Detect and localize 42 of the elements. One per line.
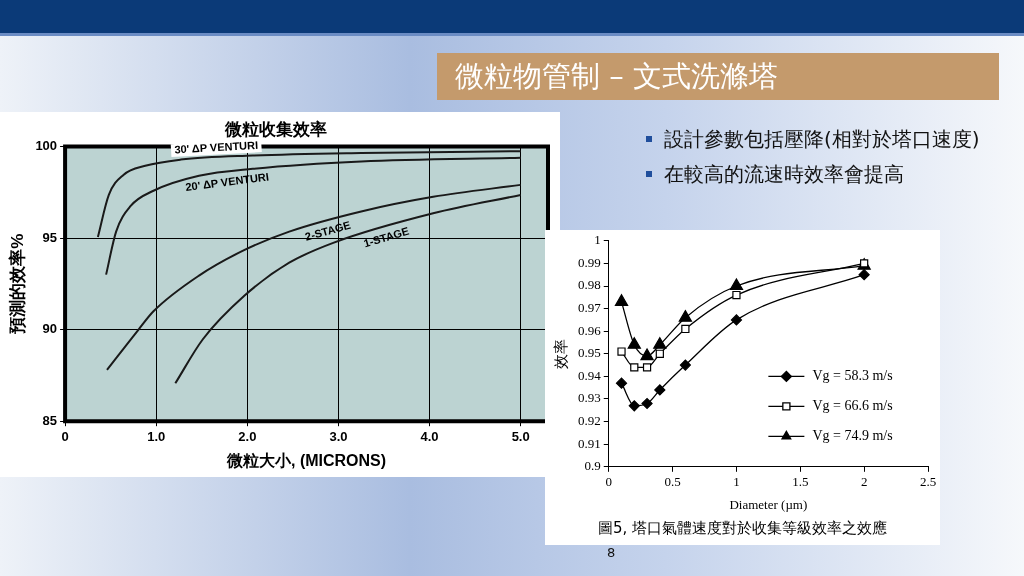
text: 在較高的流速時效率會提高 bbox=[664, 162, 904, 186]
caption: 圖5, 塔口氣體速度對於收集等級效率之效應 bbox=[596, 519, 889, 538]
x-tick-label: 3.0 bbox=[329, 428, 348, 444]
x-tick-label: 2 bbox=[860, 474, 868, 490]
x-tick-label: 2.0 bbox=[238, 428, 257, 444]
text: 20' ΔP VENTURI bbox=[184, 170, 270, 194]
legend-label: Vg = 74.9 m/s bbox=[812, 428, 893, 444]
legend-label: Vg = 58.3 m/s bbox=[812, 368, 893, 384]
y-tick-label: 0.95 bbox=[578, 345, 601, 361]
x-tick-label: 1.0 bbox=[147, 428, 166, 444]
legend-label: Vg = 66.6 m/s bbox=[812, 398, 893, 414]
y-tick-label: 1 bbox=[594, 232, 601, 248]
y-tick-label: 0.9 bbox=[584, 458, 601, 474]
y-axis-title: 效率 bbox=[552, 338, 569, 369]
y-tick-label: 0.91 bbox=[578, 435, 601, 451]
text: 設計參數包括壓降(相對於塔口速度) bbox=[664, 127, 980, 151]
x-tick-label: 0 bbox=[61, 428, 69, 444]
y-tick-label: 0.96 bbox=[578, 322, 602, 338]
x-axis-title: Diameter (µm) bbox=[729, 496, 808, 512]
y-tick-label: 85 bbox=[42, 412, 58, 428]
series-label: 30' ΔP VENTURI bbox=[174, 138, 259, 156]
y-tick-label: 95 bbox=[42, 229, 58, 245]
y-tick-label: 90 bbox=[42, 321, 58, 337]
y-axis-title: 預測的效率% bbox=[7, 233, 27, 335]
y-tick-label: 100 bbox=[35, 137, 58, 153]
x-tick-label: 1.5 bbox=[792, 474, 809, 490]
x-axis-title: 微粒大小, (MICRONS) bbox=[225, 451, 387, 469]
x-tick-label: 2.5 bbox=[919, 474, 937, 490]
x-tick-label: 5.0 bbox=[511, 428, 530, 444]
text: 微粒物管制 – 文式洗滌塔 bbox=[437, 53, 999, 100]
x-tick-label: 4.0 bbox=[420, 428, 439, 444]
y-tick-label: 0.99 bbox=[578, 254, 601, 270]
chart-title: 微粒收集效率 bbox=[224, 119, 327, 139]
text: 8 bbox=[607, 545, 616, 560]
y-tick-label: 0.93 bbox=[578, 390, 601, 406]
y-tick-label: 0.97 bbox=[578, 300, 602, 316]
x-tick-label: 0 bbox=[605, 474, 612, 490]
x-tick-label: 0.5 bbox=[664, 474, 681, 490]
y-tick-label: 0.92 bbox=[578, 413, 601, 429]
y-tick-label: 0.94 bbox=[578, 367, 602, 383]
y-tick-label: 0.98 bbox=[578, 277, 601, 293]
x-tick-label: 1 bbox=[733, 474, 740, 490]
